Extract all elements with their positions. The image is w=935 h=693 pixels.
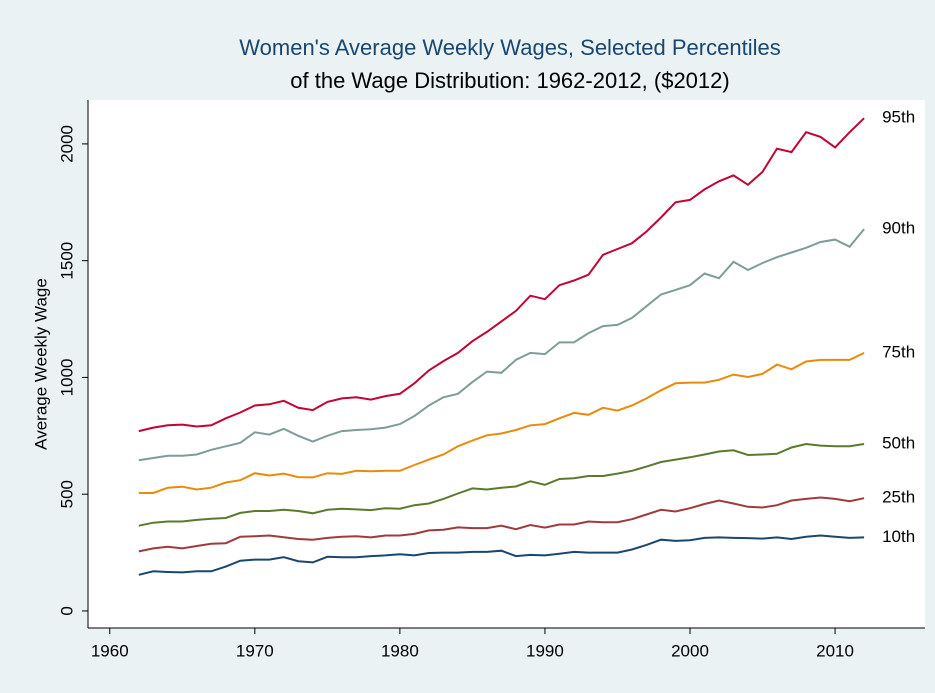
- x-tick-label: 2000: [671, 641, 709, 660]
- y-tick-label: 0: [57, 606, 76, 615]
- series-label: 75th: [882, 342, 915, 361]
- x-tick-label: 1970: [236, 641, 274, 660]
- chart-title: Women's Average Weekly Wages, Selected P…: [239, 35, 780, 60]
- y-axis-label: Average Weekly Wage: [31, 278, 50, 450]
- series-line: [138, 534, 865, 576]
- series-label: 10th: [882, 527, 915, 546]
- x-tick-label: 1980: [381, 641, 419, 660]
- y-tick-label: 500: [57, 480, 76, 508]
- series-line: [138, 351, 865, 494]
- series-label: 90th: [882, 219, 915, 238]
- y-tick-label: 1500: [57, 242, 76, 280]
- x-tick-label: 2010: [816, 641, 854, 660]
- y-tick-label: 1000: [57, 359, 76, 397]
- series-line: [138, 117, 865, 433]
- series-label: 25th: [882, 488, 915, 507]
- y-tick-label: 2000: [57, 125, 76, 163]
- series-label: 95th: [882, 108, 915, 127]
- series-line: [138, 228, 865, 462]
- chart-subtitle: of the Wage Distribution: 1962-2012, ($2…: [290, 68, 729, 93]
- series-label: 50th: [882, 433, 915, 452]
- plot-area: [88, 100, 925, 628]
- series-line: [138, 496, 865, 553]
- x-tick-label: 1960: [91, 641, 129, 660]
- x-tick-label: 1990: [526, 641, 564, 660]
- series-line: [138, 442, 865, 527]
